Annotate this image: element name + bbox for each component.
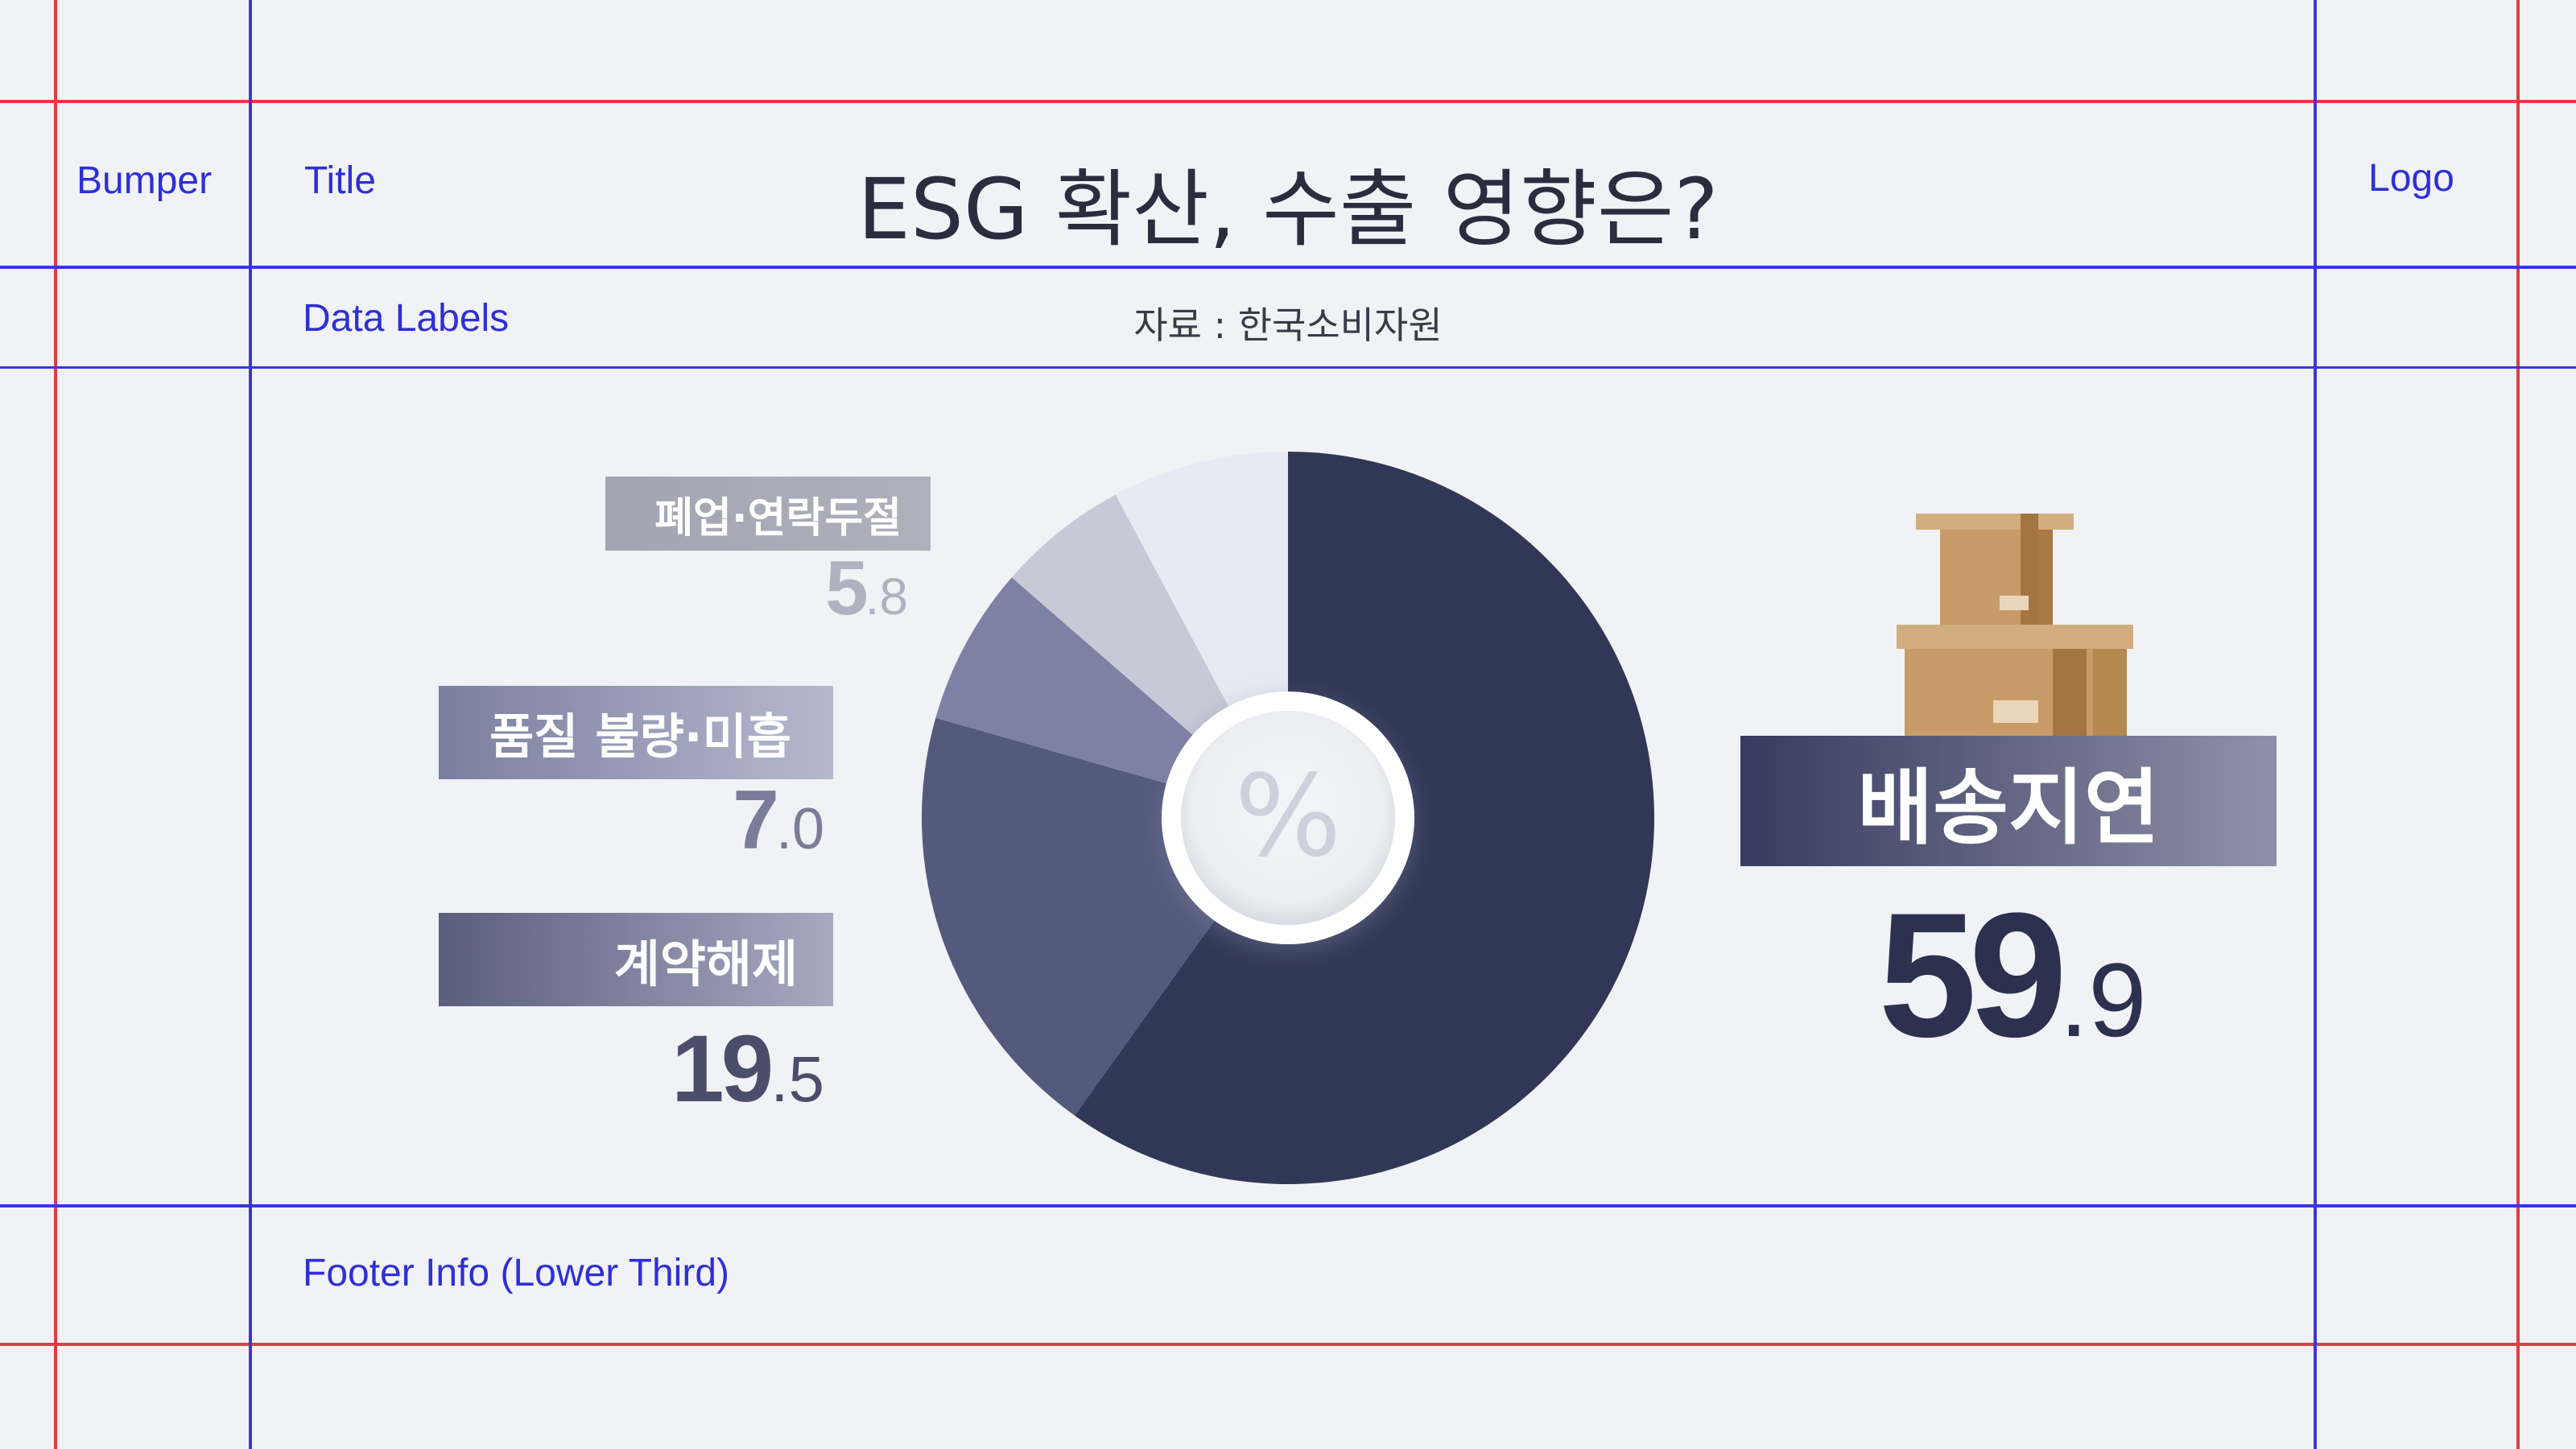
- value-int: 19: [671, 1016, 774, 1122]
- value-int: 7: [733, 774, 779, 867]
- label-closure: 폐업·연락두절: [605, 477, 931, 551]
- percent-symbol: %: [1234, 751, 1342, 882]
- value-delay: 59.9: [1843, 873, 2182, 1077]
- guide-line: [2516, 0, 2520, 1449]
- guide-line: [0, 1343, 2576, 1346]
- guide-line: [0, 1204, 2576, 1208]
- value-dec: .8: [865, 568, 908, 625]
- value-quality: 7.0: [644, 773, 824, 869]
- label-delay: 배송지연: [1740, 736, 2277, 866]
- data-labels-label: Data Labels: [303, 297, 510, 340]
- source-note: 자료 : 한국소비자원: [1133, 303, 1443, 347]
- guide-line: [0, 100, 2576, 103]
- cardboard-boxes-icon: [1897, 514, 2133, 737]
- title-zone-label: Title: [304, 159, 376, 202]
- value-dec: .0: [775, 797, 824, 861]
- guide-line: [249, 0, 252, 1449]
- value-dec: .9: [2059, 941, 2147, 1059]
- bumper-label: Bumper: [76, 159, 213, 202]
- value-int: 5: [825, 545, 868, 631]
- value-dec: .5: [770, 1043, 824, 1115]
- label-contract: 계약해제: [439, 913, 833, 1006]
- page-title: ESG 확산, 수출 영향은?: [857, 160, 1719, 258]
- value-int: 59: [1878, 876, 2067, 1074]
- guide-line: [2314, 0, 2317, 1449]
- pie-center-hub: [1162, 691, 1414, 944]
- guide-line: [54, 0, 57, 1449]
- footer-info-label: Footer Info (Lower Third): [303, 1252, 729, 1294]
- guide-line: [0, 366, 2576, 369]
- label-quality: 품질 불량·미흡: [439, 686, 833, 779]
- value-contract: 19.5: [612, 1014, 824, 1124]
- guide-line: [0, 266, 2576, 269]
- logo-label: Logo: [2368, 157, 2454, 200]
- value-closure: 5.8: [724, 544, 908, 633]
